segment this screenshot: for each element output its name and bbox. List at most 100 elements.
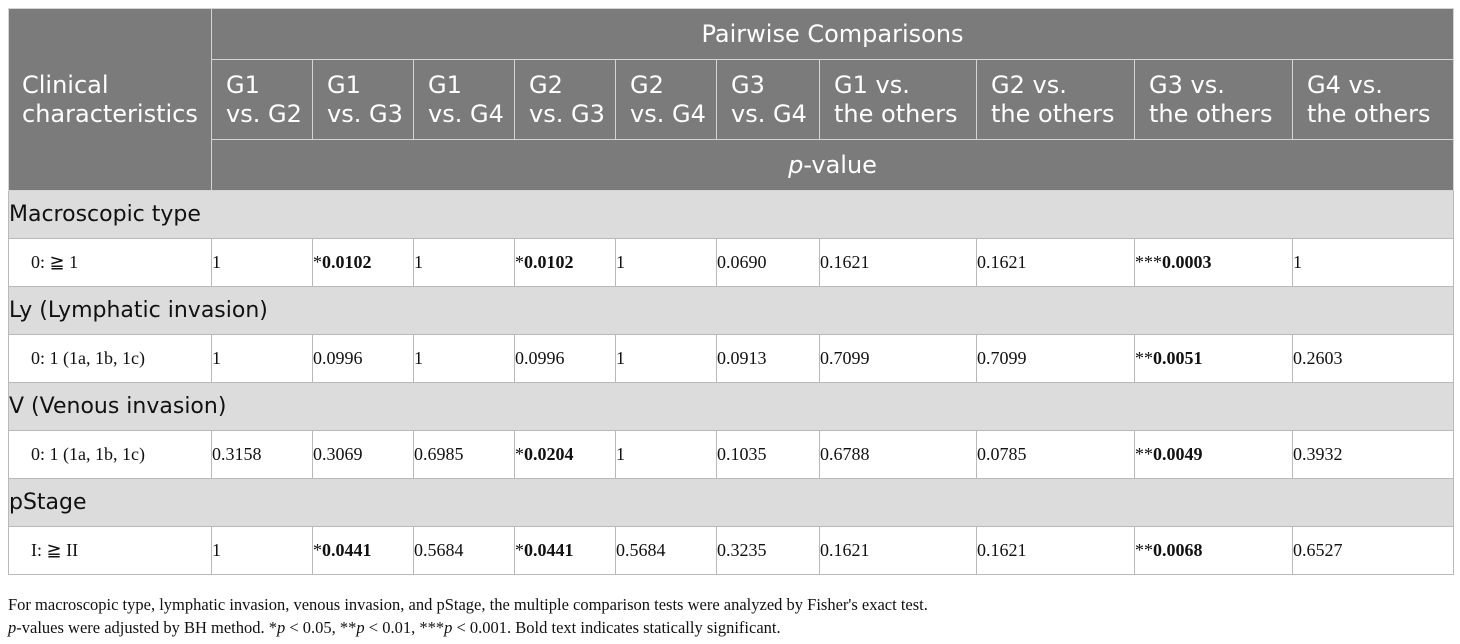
footnote-segment: < 0.05, ** (285, 618, 357, 637)
footnote-line-1: For macroscopic type, lymphatic invasion… (8, 595, 928, 614)
column-header-line1: G2 (630, 70, 664, 99)
pvalue-cell: 1 (413, 238, 515, 287)
pvalue: 0.5684 (414, 540, 464, 560)
pvalue: 0.0049 (1153, 444, 1203, 464)
column-header-line1: G3 (731, 70, 765, 99)
pvalue-cell: 0.0690 (716, 238, 820, 287)
column-header-line1: G3 vs. (1149, 70, 1225, 99)
significance-stars: ** (1135, 540, 1153, 560)
footnote-segment: p (8, 618, 17, 637)
column-header: G1 vs. G3 (312, 59, 414, 140)
pvalue-cell: 0.7099 (976, 334, 1135, 383)
column-header-line2: vs. G4 (630, 99, 706, 128)
clinical-characteristics-header: Clinical characteristics (8, 8, 212, 191)
column-header: G3 vs. G4 (716, 59, 820, 140)
column-header-line2: vs. G4 (731, 99, 807, 128)
pvalue-cell: 0.2603 (1291, 334, 1455, 383)
pvalue: 0.0204 (524, 444, 574, 464)
pvalue: 0.0003 (1162, 252, 1212, 272)
pvalue-cell: 1 (211, 334, 313, 383)
column-header-line2: vs. G3 (529, 99, 605, 128)
column-header-line1: G1 (327, 70, 361, 99)
pvalue: 0.6788 (820, 444, 870, 464)
row-label: I: ≧ II (8, 526, 212, 575)
pvalue: 0.0441 (524, 540, 574, 560)
pvalue: 1 (212, 540, 221, 560)
section-row: pStage (7, 478, 1455, 527)
pvalue-cell: 0.3069 (312, 430, 414, 479)
pvalue-cell: 0.3235 (716, 526, 820, 575)
table-body: Macroscopic type 0: ≧ 1 1 *0.0102 1 *0.0102 1 0… (7, 190, 1455, 575)
column-header-line1: G2 vs. (991, 70, 1067, 99)
pvalue: 0.0051 (1153, 348, 1203, 368)
column-header: G1 vs. the others (819, 59, 977, 140)
footnote-segment: p (444, 618, 453, 637)
pvalue-cell: 0.1035 (716, 430, 820, 479)
column-header-line2: the others (1149, 99, 1273, 128)
pvalue-cell: 0.6985 (413, 430, 515, 479)
row-label: 0: 1 (1a, 1b, 1c) (8, 334, 212, 383)
pvalue: 1 (414, 252, 423, 272)
pvalue: 1 (1293, 252, 1302, 272)
pvalue-cell: 0.6527 (1291, 526, 1455, 575)
pvalue: 0.0102 (322, 252, 372, 272)
pvalue-cell: 1 (615, 334, 717, 383)
section-title: pStage (7, 478, 1455, 527)
pvalue-cell: 0.1621 (819, 526, 977, 575)
table-row: 0: 1 (1a, 1b, 1c) 1 0.0996 1 0.0996 1 0.0913 0.… (8, 334, 1455, 383)
pvalue: 0.1621 (820, 540, 870, 560)
section-title: V (Venous invasion) (7, 382, 1455, 431)
row-label: 0: ≧ 1 (8, 238, 212, 287)
section-row: Ly (Lymphatic invasion) (7, 286, 1455, 335)
pvalue-header: p-value (210, 139, 1455, 191)
pvalue-header-row: p-value (9, 139, 1455, 191)
clinical-header-line2: characteristics (22, 99, 198, 128)
pvalue-cell: 1 (1291, 238, 1455, 287)
section-title: Ly (Lymphatic invasion) (7, 286, 1455, 335)
section-row: Macroscopic type (7, 190, 1455, 239)
pvalue-cell: *0.0441 (312, 526, 414, 575)
pvalue-italic-p: p (788, 151, 804, 179)
pvalue: 0.0690 (717, 252, 767, 272)
column-header-line2: vs. G2 (226, 99, 302, 128)
column-header-line2: the others (1307, 99, 1431, 128)
column-header-line1: G1 vs. (834, 70, 910, 99)
pvalue-cell: 0.3158 (211, 430, 313, 479)
pvalue-cell: 0.0913 (716, 334, 820, 383)
significance-stars: * (515, 444, 524, 464)
significance-stars: * (313, 540, 322, 560)
pvalue: 0.1621 (977, 252, 1027, 272)
pvalue: 0.2603 (1293, 348, 1343, 368)
pvalue: 0.3235 (717, 540, 767, 560)
pvalue-cell: 0.1621 (976, 238, 1135, 287)
column-header-row: G1 vs. G2 G1 vs. G3 G1 vs. G4 G2 vs. G3 G2 vs. G4… (9, 59, 1455, 140)
column-header-line2: vs. G4 (428, 99, 504, 128)
column-header: G2 vs. G3 (514, 59, 616, 140)
footnote-line-2: p-values were adjusted by BH method. *p … (8, 618, 781, 638)
footnote-segment: < 0.001. Bold text indicates statically … (452, 618, 781, 637)
footnote-segment: p (356, 618, 365, 637)
column-header-line1: G1 (428, 70, 462, 99)
pvalue: 1 (616, 252, 625, 272)
pvalue: 1 (212, 252, 221, 272)
pvalue: 0.3158 (212, 444, 262, 464)
pvalue: 0.3932 (1293, 444, 1343, 464)
pvalue: 1 (212, 348, 221, 368)
pvalue: 0.0441 (322, 540, 372, 560)
pvalue-cell: **0.0049 (1134, 430, 1293, 479)
column-header: G4 vs. the others (1291, 59, 1455, 140)
pvalue-cell: 1 (413, 334, 515, 383)
section-title: Macroscopic type (7, 190, 1455, 239)
pvalue: 0.0996 (313, 348, 363, 368)
pvalue: 0.3069 (313, 444, 363, 464)
pvalue-cell: 0.0996 (312, 334, 414, 383)
pvalue-cell: **0.0068 (1134, 526, 1293, 575)
column-header: G2 vs. the others (976, 59, 1135, 140)
pvalue-cell: 0.5684 (615, 526, 717, 575)
pvalue: 0.0785 (977, 444, 1027, 464)
section-row: V (Venous invasion) (7, 382, 1455, 431)
pvalue: 0.1035 (717, 444, 767, 464)
pvalue-cell: 0.6788 (819, 430, 977, 479)
row-label: 0: 1 (1a, 1b, 1c) (8, 430, 212, 479)
significance-stars: ** (1135, 348, 1153, 368)
